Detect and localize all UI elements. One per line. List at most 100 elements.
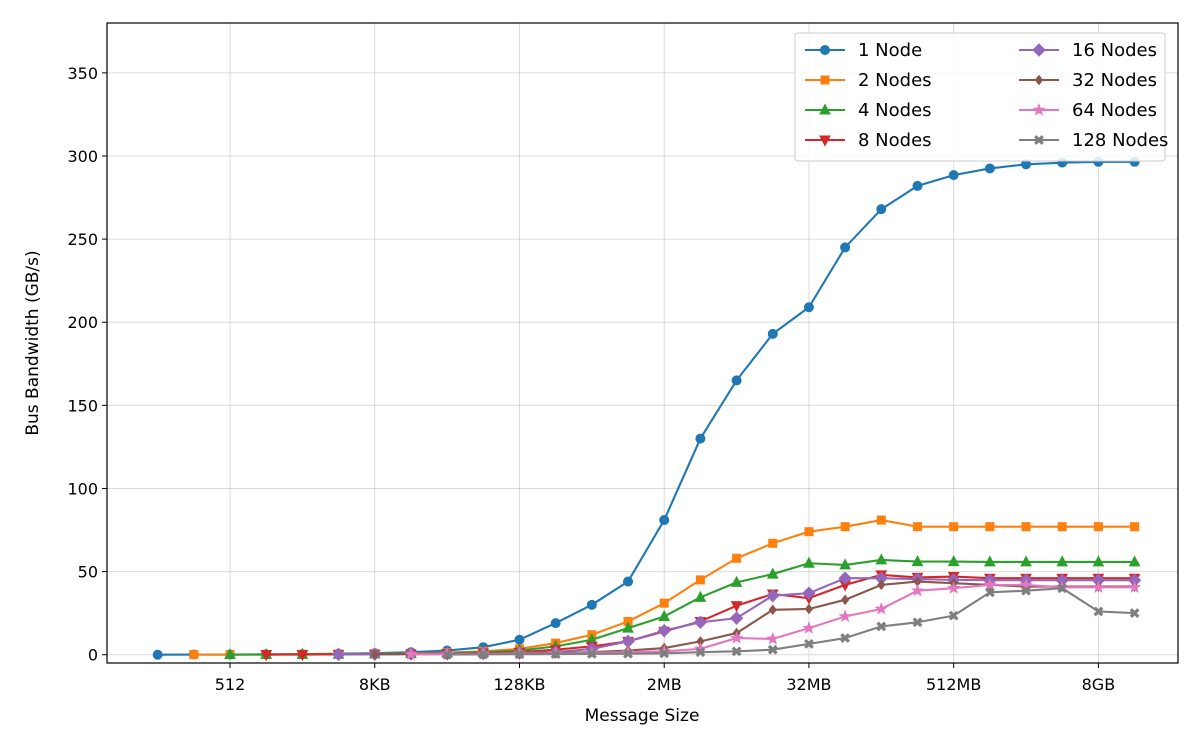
series-128-nodes	[442, 583, 1140, 660]
data-point	[912, 617, 923, 628]
data-point	[766, 588, 780, 603]
legend-marker	[820, 45, 830, 55]
x-tick-label: 8KB	[359, 675, 391, 694]
data-point	[658, 609, 671, 621]
data-point	[732, 553, 742, 563]
data-point	[838, 571, 852, 585]
data-point	[948, 170, 959, 181]
data-point	[1057, 583, 1068, 594]
legend-box	[794, 32, 1166, 162]
legend-item: 8 Nodes	[805, 130, 932, 151]
data-point	[912, 180, 923, 191]
data-point	[1093, 606, 1104, 617]
data-point	[802, 621, 816, 634]
y-tick-label: 300	[67, 147, 98, 166]
data-point	[296, 650, 309, 662]
data-point	[694, 590, 707, 602]
data-point	[803, 556, 815, 568]
data-point	[768, 604, 777, 616]
legend: 1 Node 2 Nodes 4 Nodes 8 Nodes 16 Nodes 32 No…	[794, 32, 1168, 162]
data-point	[876, 204, 887, 215]
legend-marker	[819, 103, 831, 115]
data-point	[729, 631, 744, 644]
data-point	[840, 242, 851, 253]
x-tick-label: 8GB	[1082, 675, 1116, 694]
legend-marker	[1034, 135, 1044, 145]
data-point	[840, 522, 850, 532]
data-point	[874, 602, 888, 615]
data-point	[984, 587, 995, 598]
data-point	[442, 649, 453, 660]
data-point	[802, 586, 816, 600]
data-point	[1020, 555, 1032, 567]
y-tick-label: 50	[78, 563, 98, 582]
data-point	[693, 615, 708, 629]
data-point	[731, 646, 742, 657]
data-point	[839, 558, 851, 570]
y-tick-label: 100	[67, 479, 98, 498]
data-point	[876, 515, 886, 525]
data-point	[912, 522, 922, 532]
data-point	[659, 598, 669, 608]
data-point	[768, 538, 778, 548]
legend-item: 1 Node	[805, 40, 922, 61]
x-tick-label: 2MB	[647, 675, 682, 694]
data-point	[1128, 555, 1141, 567]
data-point	[695, 433, 706, 444]
data-point	[948, 610, 959, 621]
legend-item: 2 Nodes	[805, 70, 932, 91]
legend-marker	[820, 75, 830, 85]
data-point	[804, 527, 814, 537]
x-tick-label: 32MB	[786, 675, 831, 694]
data-point	[1091, 580, 1105, 593]
y-tick-label: 350	[67, 64, 98, 83]
data-point	[1129, 608, 1140, 619]
x-tick-label: 512	[215, 675, 246, 694]
data-point	[550, 618, 561, 629]
legend-item: 64 Nodes	[1019, 100, 1157, 121]
y-tick-label: 250	[67, 230, 98, 249]
data-point	[514, 649, 525, 660]
data-point	[478, 649, 489, 660]
data-point	[404, 647, 418, 660]
data-point	[1056, 555, 1069, 567]
data-point	[911, 555, 924, 567]
data-point	[876, 621, 887, 632]
legend-item: 16 Nodes	[1019, 40, 1157, 61]
data-point	[947, 555, 960, 567]
data-point	[1021, 585, 1031, 596]
legend-item: 32 Nodes	[1019, 70, 1157, 91]
legend-label: 32 Nodes	[1072, 70, 1157, 91]
data-point	[877, 579, 886, 591]
data-point	[984, 163, 995, 174]
data-point	[1127, 580, 1142, 593]
legend-marker	[819, 135, 831, 147]
data-point	[947, 581, 961, 594]
data-point	[838, 609, 852, 623]
data-point	[189, 650, 199, 660]
legend-label: 1 Node	[858, 40, 922, 61]
data-point	[623, 648, 633, 659]
data-point	[260, 650, 273, 662]
data-point	[1130, 522, 1140, 532]
data-point	[657, 623, 671, 638]
x-axis-title: Message Size	[585, 706, 700, 726]
legend-marker	[1034, 74, 1044, 86]
data-point	[695, 575, 705, 585]
data-point	[1021, 522, 1031, 532]
data-point	[730, 575, 743, 587]
data-point	[623, 576, 634, 587]
legend-label: 4 Nodes	[858, 100, 932, 121]
y-axis-title: Bus Bandwidth (GB/s)	[23, 250, 43, 435]
legend-label: 8 Nodes	[858, 130, 932, 151]
y-tick-label: 200	[67, 313, 98, 332]
y-tick-label: 0	[88, 646, 98, 665]
series-layer	[152, 156, 1142, 662]
data-point	[804, 603, 814, 615]
legend-label: 2 Nodes	[858, 70, 932, 91]
data-point	[729, 611, 744, 625]
data-point	[767, 328, 778, 339]
ticks: 0 50 100 150 200 250 300 350 512 8KB 128KB 2MB 32MB 5…	[67, 64, 1115, 694]
legend-label: 128 Nodes	[1072, 130, 1168, 151]
